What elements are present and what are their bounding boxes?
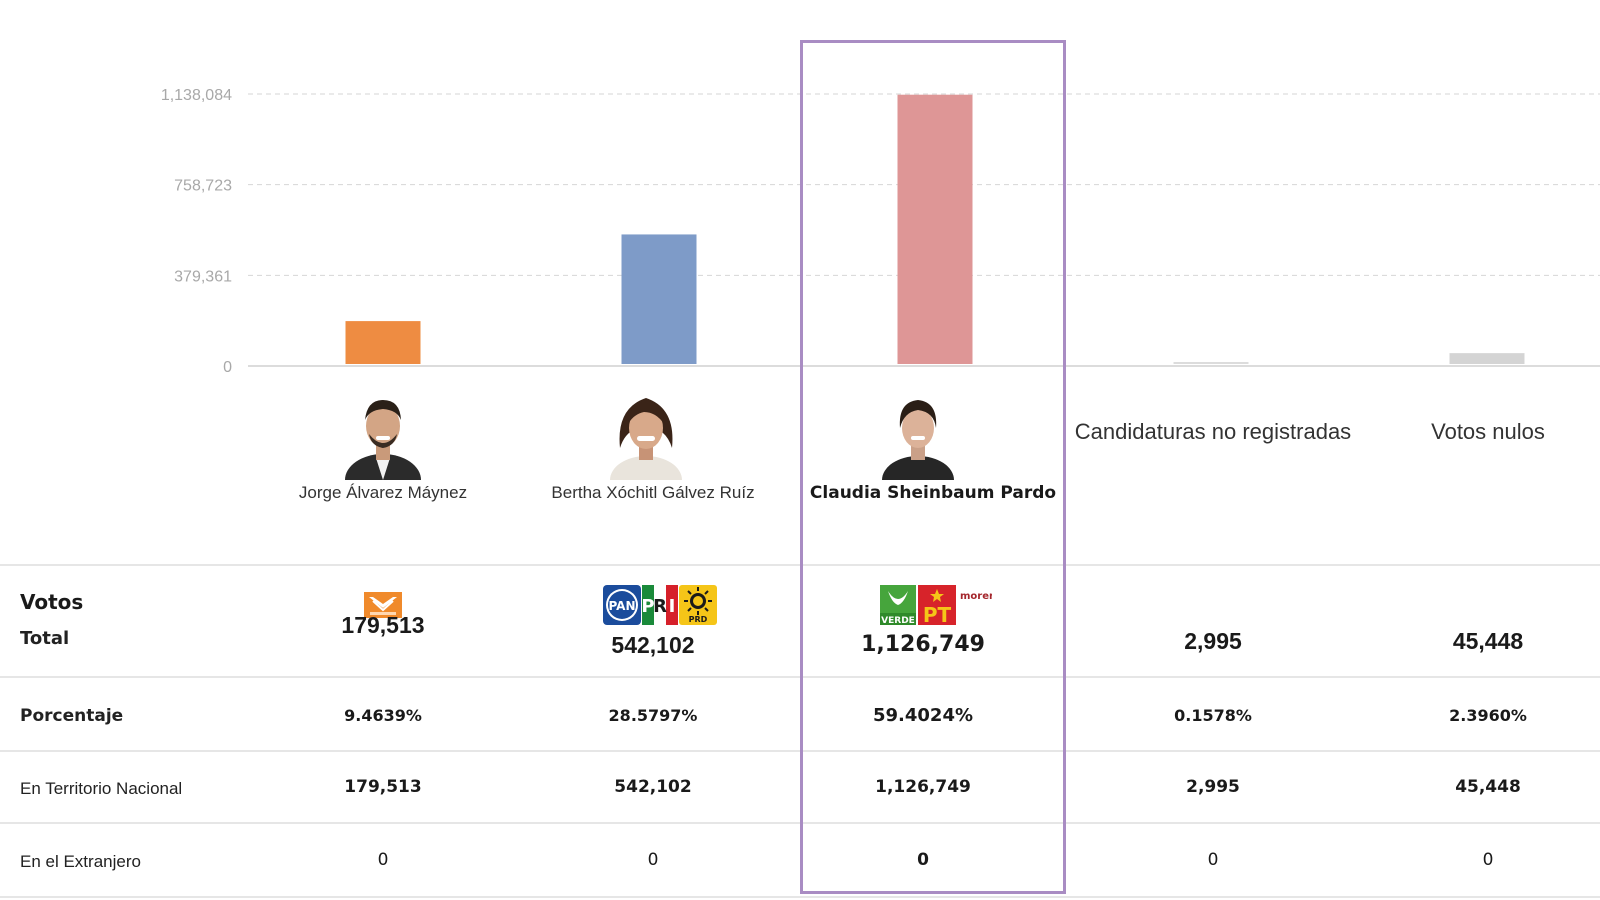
candidate-name-claudia: Claudia Sheinbaum Pardo [809,483,1057,503]
percentage-value: 2.3960% [1449,706,1527,725]
percentage-value: 59.4024% [872,705,974,726]
y-tick-label: 0 [223,359,232,376]
national-votes: 542,102 [614,777,692,797]
national-votes: 45,448 [1455,777,1521,797]
row-header-nacional: En Territorio Nacional [20,779,183,798]
total-votes: 1,126,749 [861,632,985,657]
national-votes: 2,995 [1186,777,1240,797]
row-header-total: Total [20,628,70,649]
candidate-photo-bertha [610,398,682,480]
total-votes: 179,513 [341,612,425,638]
pri-letter-i: I [669,596,676,617]
pri-letter-r: R [653,596,667,617]
abroad-votes: 0 [377,850,389,870]
column-label-no-registradas: Candidaturas no registradas [1074,419,1352,444]
percentage-value: 0.1578% [1174,706,1252,725]
prd-logo-text: PRD [689,615,708,624]
pvem-logo-text: VERDE [881,616,915,625]
y-tick-label: 758,723 [174,178,232,195]
prd-logo: PRD [679,585,717,625]
total-votes: 45,448 [1452,628,1524,654]
bar-1[interactable] [345,321,421,364]
percentage-value: 28.5797% [608,706,698,725]
pri-letter-p: P [641,596,654,617]
row-header-extranjero: En el Extranjero [20,852,141,871]
morena-logo: morena [960,591,992,602]
pvem-pt-morena-logos: VERDE PT morena [880,585,992,625]
total-votes: 2,995 [1184,628,1242,654]
pt-logo-text: PT [923,603,952,625]
bar-5[interactable] [1449,353,1525,364]
y-axis-ticks: 0 379,361 758,723 1,138,084 [161,87,232,376]
national-votes: 1,126,749 [875,777,971,797]
chart-bars [345,94,1525,364]
pan-logo-text: PAN [608,599,635,613]
row-header-votos: Votos [20,590,84,614]
votes-bar-chart: 0 379,361 758,723 1,138,084 [161,87,1600,376]
abroad-votes: 0 [1482,850,1494,870]
abroad-votes: 0 [917,850,929,870]
percentage-value: 9.4639% [344,706,422,725]
pan-pri-prd-logos: PAN P R I PRD [603,585,717,625]
candidate-photo-claudia [882,400,954,480]
candidate-name-jorge: Jorge Álvarez Máynez [298,483,468,502]
column-label-votos-nulos: Votos nulos [1431,419,1545,444]
bar-2[interactable] [621,234,697,364]
pvem-logo: VERDE [880,585,916,625]
pt-logo: PT [918,585,956,625]
bar-4[interactable] [1173,362,1249,364]
row-divider [0,896,1600,898]
y-tick-label: 1,138,084 [161,87,232,104]
row-header-porcentaje: Porcentaje [20,706,124,726]
candidate-name-bertha: Bertha Xóchitl Gálvez Ruíz [551,483,755,502]
abroad-votes: 0 [1207,850,1219,870]
y-tick-label: 379,361 [174,268,232,285]
total-votes: 542,102 [611,632,695,658]
abroad-votes: 0 [647,850,659,870]
movimiento-ciudadano-logo [364,592,402,618]
candidate-photo-jorge [345,400,421,480]
winner-highlight-frame [800,40,1066,894]
pri-logo: P R I [641,585,678,625]
national-votes: 179,513 [344,777,422,797]
bar-3[interactable] [897,94,973,364]
